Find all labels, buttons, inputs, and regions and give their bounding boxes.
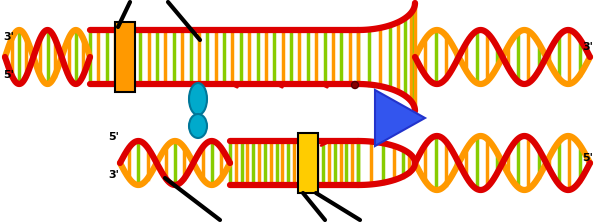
Text: 3': 3' [3,32,14,42]
Ellipse shape [189,83,207,115]
Bar [298,133,318,193]
Ellipse shape [352,81,359,89]
Ellipse shape [189,114,207,138]
Text: 5': 5' [108,132,119,142]
Text: 5': 5' [582,153,593,163]
Bar [115,22,135,92]
Text: 3': 3' [582,42,593,52]
Text: 3': 3' [108,170,119,180]
Text: 5': 5' [3,70,14,80]
Polygon shape [375,90,425,146]
